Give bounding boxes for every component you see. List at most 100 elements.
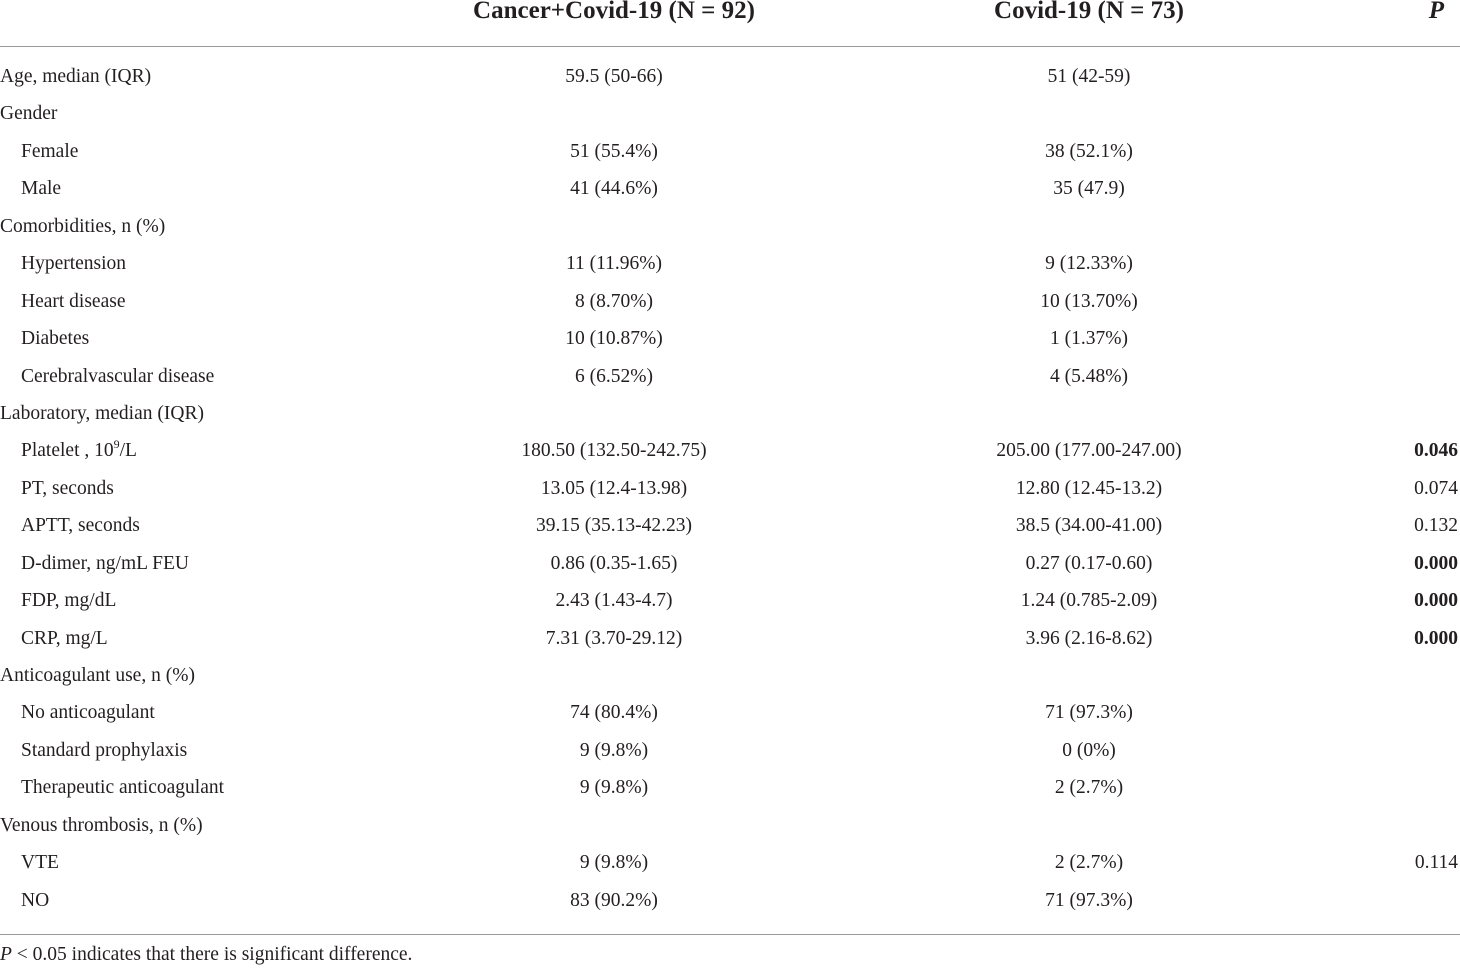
row-label: Hypertension (21, 245, 126, 282)
cell-covid: 0.27 (0.17-0.60) (1025, 552, 1153, 574)
header-divider (0, 46, 1460, 47)
cell-covid: 9 (12.33%) (1045, 253, 1133, 275)
cell-covid: 2 (2.7%) (1054, 852, 1124, 874)
table-footnote: P < 0.05 indicates that there is signifi… (0, 944, 412, 966)
cell-covid: 1.24 (0.785-2.09) (1020, 590, 1158, 612)
cell-cancer-covid: 9 (9.8%) (579, 739, 649, 761)
row-label-text: Hypertension (21, 253, 127, 275)
row-label: PT, seconds (21, 470, 114, 507)
row-label: Heart disease (21, 283, 126, 320)
row-label-text: Cerebralvascular disease (21, 365, 215, 387)
cell-cancer-covid: 11 (11.96%) (565, 253, 663, 275)
cell-covid: 1 (1.37%) (1050, 328, 1128, 350)
table-row: Therapeutic anticoagulant 9 (9.8%) 2 (2.7%… (0, 769, 1460, 806)
row-label: Therapeutic anticoagulant (21, 769, 224, 806)
row-label: Venous thrombosis, n (%) (0, 807, 203, 844)
row-label: NO (21, 882, 49, 919)
cell-covid: 12.80 (12.45-13.2) (1015, 477, 1163, 499)
row-label-text: NO (21, 889, 50, 911)
cell-cancer-covid: 0.86 (0.35-1.65) (550, 552, 678, 574)
cell-cancer-covid: 10 (10.87%) (565, 328, 663, 350)
cell-covid: 35 (47.9) (1053, 178, 1125, 200)
cell-covid: 4 (5.48%) (1050, 365, 1128, 387)
row-label-text: Standard prophylaxis (21, 739, 188, 761)
table-row: Gender (0, 95, 1460, 132)
row-label: Cerebralvascular disease (21, 358, 214, 395)
footnote-text: < 0.05 indicates that there is significa… (11, 944, 413, 965)
table-bottom-divider (0, 934, 1460, 935)
row-label: Anticoagulant use, n (%) (0, 657, 195, 694)
table-row: Diabetes 10 (10.87%) 1 (1.37%) (0, 320, 1460, 357)
cell-cancer-covid: 51 (55.4%) (570, 140, 658, 162)
table-row: Cerebralvascular disease 6 (6.52%) 4 (5.48… (0, 358, 1460, 395)
row-label: Diabetes (21, 320, 89, 357)
row-label: FDP, mg/dL (21, 582, 116, 619)
row-label-superscript: 9 (113, 437, 120, 452)
cell-cancer-covid: 13.05 (12.4-13.98) (540, 477, 688, 499)
row-label-unit: /L (119, 440, 137, 462)
row-label-text: Laboratory, median (IQR) (0, 402, 204, 424)
table-row: Venous thrombosis, n (%) (0, 807, 1460, 844)
cell-cancer-covid: 9 (9.8%) (579, 777, 649, 799)
header-cancer-covid: Cancer+Covid-19 (N = 92) (473, 0, 755, 24)
cell-cancer-covid: 74 (80.4%) (570, 702, 658, 724)
table-row: NO 83 (90.2%) 71 (97.3%) (0, 882, 1460, 919)
row-label-text: Heart disease (21, 290, 126, 312)
table-row: No anticoagulant 74 (80.4%) 71 (97.3%) (0, 694, 1460, 731)
table-row: CRP, mg/L 7.31 (3.70-29.12) 3.96 (2.16-8.6… (0, 620, 1460, 657)
table-row: Platelet , 109/L 180.50 (132.50-242.75) 20… (0, 432, 1460, 469)
cell-cancer-covid: 41 (44.6%) (570, 178, 658, 200)
row-label-text: Age, median (IQR) (0, 66, 152, 87)
cell-cancer-covid: 2.43 (1.43-4.7) (555, 590, 673, 612)
cell-covid: 38 (52.1%) (1045, 140, 1133, 162)
row-label: Male (21, 170, 61, 207)
header-p-value: P (1428, 0, 1444, 24)
row-label-text: VTE (21, 852, 59, 874)
row-label-text: PT, seconds (21, 477, 114, 499)
cell-cancer-covid: 180.50 (132.50-242.75) (521, 440, 707, 462)
table-row: Anticoagulant use, n (%) (0, 657, 1460, 694)
row-label-text: Anticoagulant use, n (%) (0, 665, 195, 686)
cell-cancer-covid: 9 (9.8%) (579, 852, 649, 874)
cell-covid: 51 (42-59) (1047, 66, 1131, 87)
cell-covid: 38.5 (34.00-41.00) (1015, 515, 1163, 537)
row-label: Standard prophylaxis (21, 732, 187, 769)
row-label: CRP, mg/L (21, 620, 108, 657)
row-label-text: Therapeutic anticoagulant (21, 777, 225, 799)
cell-cancer-covid: 39.15 (35.13-42.23) (536, 515, 692, 537)
row-label: Laboratory, median (IQR) (0, 395, 204, 432)
row-label-text: Diabetes (21, 328, 90, 350)
cell-p-value: 0.046 (1414, 440, 1458, 462)
row-label: VTE (21, 844, 59, 881)
cell-cancer-covid: 7.31 (3.70-29.12) (545, 627, 683, 649)
row-label-text: Gender (0, 103, 58, 125)
cell-p-value: 0.114 (1414, 852, 1458, 874)
row-label: APTT, seconds (21, 507, 140, 544)
row-label-text: Platelet , 10 (21, 440, 114, 462)
row-label: D-dimer, ng/mL FEU (21, 545, 189, 582)
table-row: PT, seconds 13.05 (12.4-13.98) 12.80 (12.4… (0, 470, 1460, 507)
cell-p-value: 0.132 (1414, 515, 1458, 537)
cell-p-value: 0.000 (1414, 627, 1458, 649)
table-row: Hypertension 11 (11.96%) 9 (12.33%) (0, 245, 1460, 282)
cell-covid: 0 (0%) (1062, 739, 1116, 761)
row-label-text: Venous thrombosis, n (%) (0, 814, 203, 836)
table-row: Female 51 (55.4%) 38 (52.1%) (0, 133, 1460, 170)
table-row: APTT, seconds 39.15 (35.13-42.23) 38.5 (34… (0, 507, 1460, 544)
row-label-text: CRP, mg/L (21, 627, 108, 649)
row-label: Platelet , 109/L (21, 432, 137, 469)
cell-cancer-covid: 59.5 (50-66) (565, 66, 663, 87)
table-row: Comorbidities, n (%) (0, 208, 1460, 245)
table-body: Age, median (IQR) 59.5 (50-66) 51 (42-59) G… (0, 58, 1460, 919)
cell-covid: 205.00 (177.00-247.00) (996, 440, 1182, 462)
cell-p-value: 0.000 (1414, 552, 1458, 574)
header-covid: Covid-19 (N = 73) (994, 0, 1184, 24)
cell-cancer-covid: 6 (6.52%) (575, 365, 653, 387)
row-label-text: D-dimer, ng/mL FEU (21, 552, 190, 574)
table-header: Cancer+Covid-19 (N = 92) Covid-19 (N = 7… (0, 0, 1460, 26)
table-row: FDP, mg/dL 2.43 (1.43-4.7) 1.24 (0.785-2.0… (0, 582, 1460, 619)
row-label-text: Male (21, 178, 62, 200)
table-row: VTE 9 (9.8%) 2 (2.7%) 0.114 (0, 844, 1460, 881)
row-label: Female (21, 133, 78, 170)
cell-p-value: 0.074 (1414, 477, 1458, 499)
